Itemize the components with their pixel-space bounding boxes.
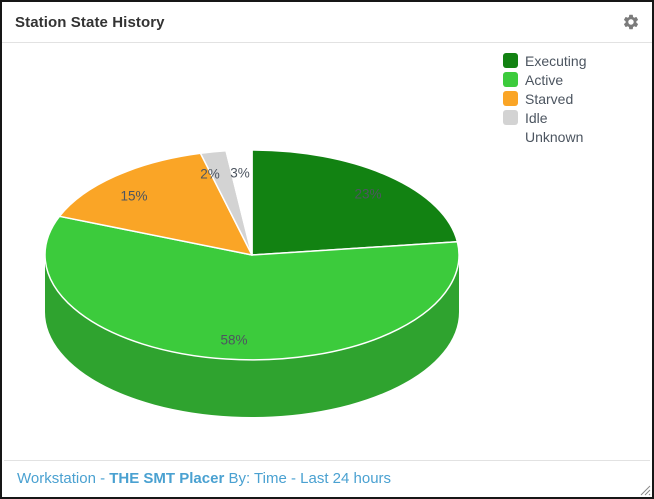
footer-workstation-prefix: Workstation -: [17, 469, 110, 487]
legend-swatch-starved: [503, 91, 518, 106]
gear-icon: [623, 14, 639, 30]
pie-label-starved: 15%: [120, 189, 147, 204]
legend-item-active[interactable]: Active: [503, 70, 586, 89]
pie-chart-area: 23% 58% 15% 2% 3% Executing Active Starv…: [2, 43, 652, 461]
legend-label: Active: [525, 71, 564, 88]
footer-filter-text: By: Time - Last 24 hours: [224, 469, 392, 487]
chart-legend: Executing Active Starved Idle Unknown: [503, 51, 586, 146]
legend-item-executing[interactable]: Executing: [503, 51, 586, 70]
legend-item-unknown[interactable]: Unknown: [503, 127, 586, 146]
pie-label-idle: 2%: [200, 167, 220, 182]
pie-slice-starved[interactable]: [58, 152, 253, 256]
pie-chart-3d: 23% 58% 15% 2% 3%: [44, 149, 460, 417]
pie-slice-executing[interactable]: [251, 149, 459, 256]
legend-label: Idle: [525, 109, 548, 126]
resize-handle[interactable]: [638, 483, 651, 496]
legend-swatch-unknown: [503, 129, 518, 144]
pie-label-unknown: 3%: [230, 166, 250, 181]
legend-label: Unknown: [525, 128, 584, 145]
pie-slice-active[interactable]: [44, 215, 460, 361]
pie-label-active: 58%: [220, 333, 247, 348]
pie-slice-unknown[interactable]: [225, 149, 253, 256]
legend-swatch-executing: [503, 53, 518, 68]
widget-header: Station State History: [2, 2, 652, 43]
settings-gear-icon[interactable]: [622, 13, 640, 31]
widget-footer: Workstation - THE SMT Placer By: Time - …: [4, 460, 650, 495]
legend-item-starved[interactable]: Starved: [503, 89, 586, 108]
footer-workstation-name: THE SMT Placer: [109, 469, 225, 487]
legend-label: Executing: [525, 52, 587, 69]
page-title: Station State History: [15, 13, 165, 31]
legend-swatch-active: [503, 72, 518, 87]
resize-grip-icon: [640, 485, 651, 496]
pie-side-depth: [45, 255, 459, 417]
legend-item-idle[interactable]: Idle: [503, 108, 586, 127]
pie-label-executing: 23%: [354, 187, 381, 202]
legend-label: Starved: [525, 90, 574, 107]
legend-swatch-idle: [503, 110, 518, 125]
